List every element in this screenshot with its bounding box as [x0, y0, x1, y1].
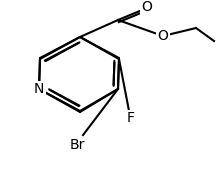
Text: O: O — [141, 0, 152, 14]
Text: O: O — [158, 29, 169, 43]
Text: F: F — [127, 111, 135, 125]
Text: Br: Br — [69, 138, 85, 152]
Text: N: N — [34, 82, 44, 96]
